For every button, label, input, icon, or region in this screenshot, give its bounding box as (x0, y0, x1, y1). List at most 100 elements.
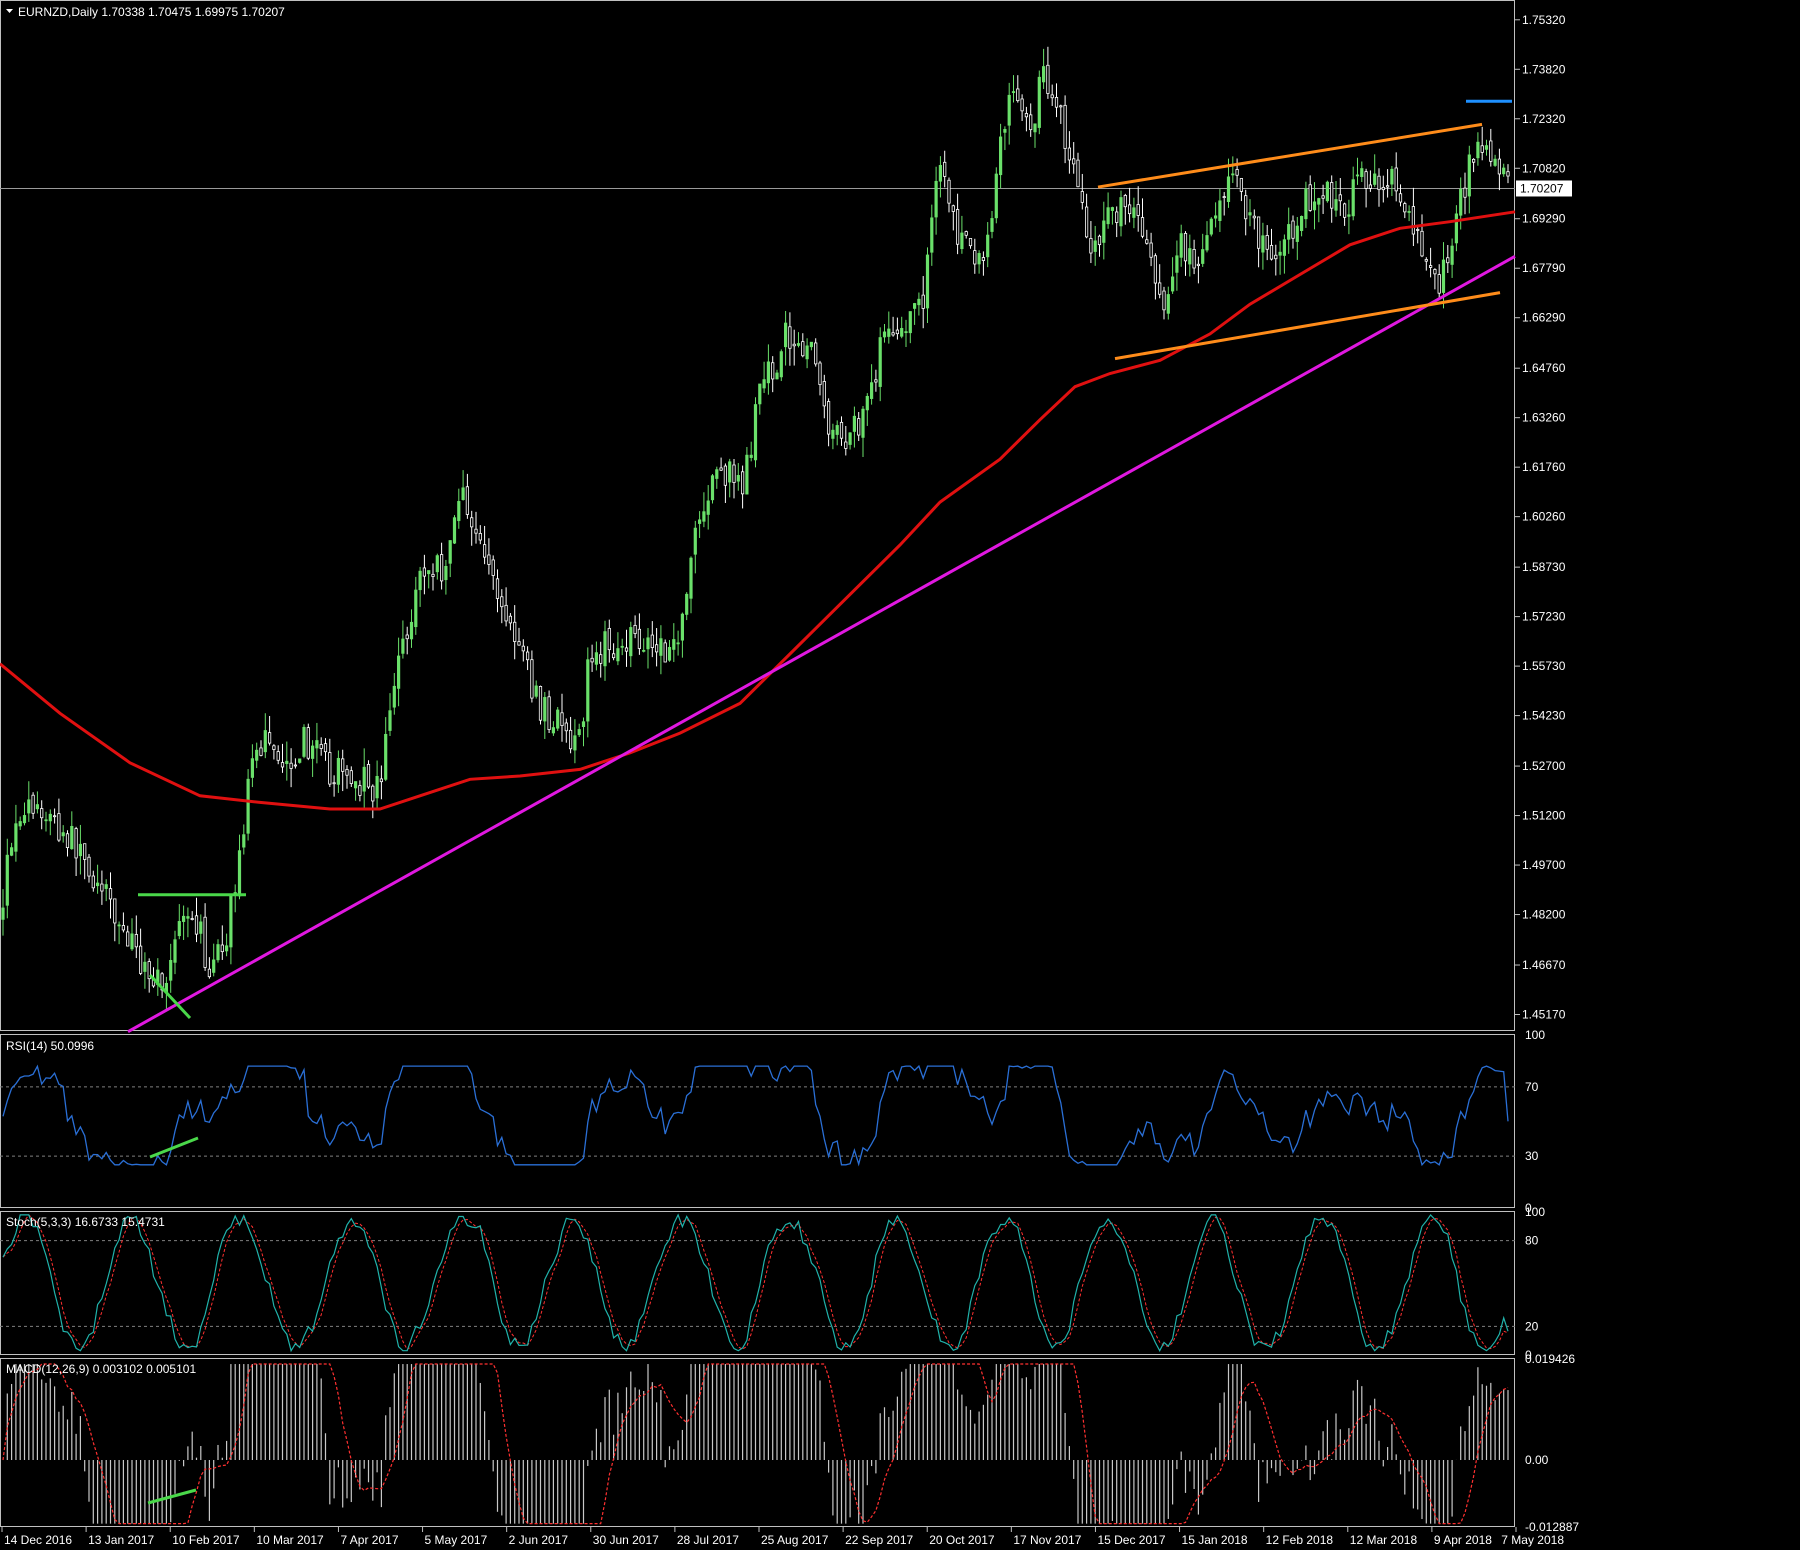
candle-body (306, 727, 310, 759)
overlays (0, 99, 1516, 1033)
candle-body (199, 921, 203, 934)
dropdown-triangle-icon[interactable] (6, 9, 13, 13)
price-tick-label: 1.66290 (1522, 311, 1566, 325)
candle-body (1011, 91, 1016, 93)
candle-body (1312, 201, 1317, 211)
rsi-axis-label: 30 (1525, 1149, 1539, 1163)
rsi-panel[interactable] (0, 1064, 1515, 1167)
candle-body (1459, 188, 1463, 216)
candle-body (1454, 213, 1458, 244)
candle-body (1364, 171, 1368, 189)
candle-body (689, 557, 693, 599)
candle-body (1218, 200, 1222, 221)
candle-body (1493, 158, 1497, 166)
candle-body (1287, 224, 1291, 240)
candle-body (1153, 255, 1157, 284)
macd-axis-label: -0.012887 (1525, 1520, 1579, 1534)
candle-body (642, 649, 646, 652)
candle-body (61, 832, 65, 837)
candle-body (220, 944, 224, 953)
candle-body (517, 641, 521, 646)
candle-body (259, 747, 263, 756)
candle-body (1343, 203, 1347, 218)
candle-body (1128, 204, 1132, 215)
time-label: 9 Apr 2018 (1434, 1533, 1492, 1547)
candle-body (1201, 249, 1205, 264)
candle-body (418, 570, 422, 591)
price-tick-label: 1.46670 (1522, 958, 1566, 972)
candle-body (224, 945, 229, 952)
time-label: 2 Jun 2017 (509, 1533, 569, 1547)
candle-body (117, 924, 121, 927)
candle-body (779, 351, 783, 378)
candle-body (246, 778, 250, 834)
candle-body (680, 613, 685, 641)
time-label: 5 May 2017 (425, 1533, 488, 1547)
candle-body (672, 639, 676, 650)
rsi-label: RSI(14) 50.0996 (6, 1039, 94, 1053)
stoch-panel[interactable] (0, 1213, 1515, 1353)
candle-body (921, 294, 925, 309)
candle-body (1007, 94, 1011, 126)
candle-body (1463, 187, 1467, 198)
price-panel[interactable] (0, 46, 1516, 1033)
candle-body (1355, 174, 1360, 177)
candle-body (276, 751, 280, 761)
candle-body (564, 722, 568, 732)
candle-body (1433, 269, 1437, 275)
candle-body (1484, 145, 1489, 150)
candle-body (190, 918, 194, 920)
candle-body (1020, 98, 1024, 112)
candle-body (526, 651, 530, 661)
candle-body (943, 161, 947, 177)
candle-body (814, 342, 818, 365)
candle-body (633, 624, 637, 634)
candle-body (1054, 97, 1059, 108)
candle-body (396, 655, 401, 689)
candle-body (1119, 197, 1123, 227)
candle-body (629, 627, 633, 657)
time-label: 14 Dec 2016 (4, 1533, 72, 1547)
candle-body (1450, 245, 1454, 265)
time-label: 7 May 2018 (1501, 1533, 1564, 1547)
candle-body (319, 744, 323, 749)
candle-body (805, 345, 809, 360)
candle-body (607, 628, 611, 651)
candle-body (1067, 147, 1071, 161)
candle-body (1472, 158, 1476, 163)
candle-body (1330, 182, 1334, 209)
candle-body (977, 253, 981, 265)
candle-body (1239, 178, 1243, 192)
candle-body (1, 907, 5, 920)
candle-body (848, 432, 852, 445)
candle-body (771, 362, 775, 380)
candle-body (616, 648, 620, 662)
candle-body (994, 173, 998, 219)
candle-body (534, 685, 538, 697)
time-axis: 14 Dec 2016 13 Jan 2017 10 Feb 2017 10 Mar … (1, 1527, 1564, 1547)
candle-body (1115, 211, 1119, 223)
price-tick-label: 1.57230 (1522, 610, 1566, 624)
candle-body (1123, 195, 1127, 208)
candle-body (861, 408, 865, 438)
candle-body (487, 554, 491, 565)
macd-panel[interactable] (2, 1363, 1509, 1525)
candle-body (1024, 113, 1028, 118)
candle-body (762, 379, 766, 389)
candle-body (134, 934, 138, 948)
candle-body (835, 425, 839, 435)
candle-body (138, 945, 143, 974)
candle-body (1308, 184, 1312, 211)
candle-body (1093, 240, 1097, 252)
candle-body (753, 404, 758, 461)
candle-body (1244, 195, 1248, 220)
moving-average-line (0, 210, 1516, 811)
candle-body (293, 764, 298, 767)
macd-axis-label: 0.00 (1525, 1453, 1549, 1467)
candle-body (315, 740, 319, 749)
candle-body (1016, 88, 1020, 102)
candle-body (48, 813, 52, 822)
candle-body (100, 883, 104, 892)
candle-body (900, 328, 904, 337)
